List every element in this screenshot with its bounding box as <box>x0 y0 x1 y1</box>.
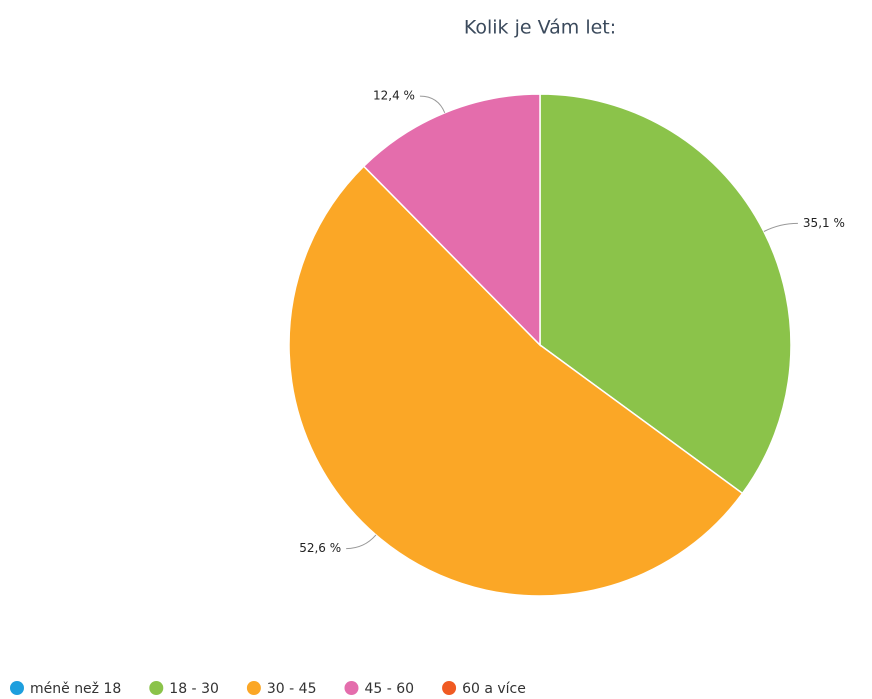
chart-title: Kolik je Vám let: <box>464 17 616 39</box>
pie-slice <box>288 165 744 597</box>
data-label: 35,1 % <box>803 216 845 230</box>
leader-line <box>419 95 446 113</box>
legend-label: méně než 18 <box>30 681 121 697</box>
data-label: 12,4 % <box>373 89 415 103</box>
legend-label: 18 - 30 <box>169 681 219 697</box>
data-label: 52,6 % <box>299 541 341 555</box>
legend-label: 60 a více <box>462 681 526 697</box>
legend-swatch <box>344 681 359 695</box>
legend-swatch <box>246 681 261 695</box>
pie-slice <box>362 93 541 347</box>
legend-swatch <box>10 681 24 695</box>
legend-label: 45 - 60 <box>364 681 414 697</box>
legend-swatch <box>442 681 457 695</box>
legend-label: 30 - 45 <box>267 681 317 697</box>
legend-swatch <box>149 681 164 695</box>
leader-line <box>763 222 798 232</box>
leader-line <box>346 534 377 550</box>
